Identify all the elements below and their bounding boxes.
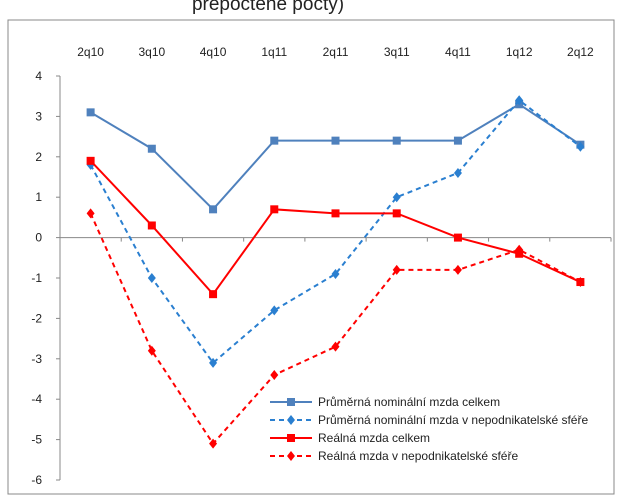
marker xyxy=(147,273,156,283)
marker xyxy=(331,136,340,145)
marker xyxy=(270,369,279,380)
x-tick-label: 2q10 xyxy=(77,45,104,59)
marker xyxy=(392,192,401,203)
marker xyxy=(209,205,218,214)
marker xyxy=(515,244,524,255)
marker xyxy=(209,290,218,299)
marker xyxy=(392,264,401,275)
marker xyxy=(209,357,218,368)
marker xyxy=(270,205,279,214)
legend-marker xyxy=(287,398,295,406)
y-tick-label: 2 xyxy=(35,150,42,164)
marker xyxy=(147,221,156,230)
y-tick-label: -2 xyxy=(31,311,42,325)
marker xyxy=(576,141,585,152)
chart-frame xyxy=(7,19,615,495)
chart-title: přepočtené počty) xyxy=(192,0,344,15)
series-line xyxy=(90,103,581,211)
y-tick-label: 3 xyxy=(35,109,42,123)
marker xyxy=(453,264,462,275)
legend-marker xyxy=(287,434,295,442)
x-tick-label: 2q12 xyxy=(567,45,594,59)
series-line xyxy=(89,98,581,365)
legend-label: Průměrná nominální mzda v nepodnikatelsk… xyxy=(318,413,588,427)
y-tick-label: 0 xyxy=(35,231,42,245)
marker xyxy=(331,268,340,279)
marker xyxy=(86,208,95,219)
marker xyxy=(270,136,279,145)
marker xyxy=(331,209,340,218)
marker xyxy=(270,305,279,316)
marker xyxy=(392,209,401,218)
y-tick-label: -5 xyxy=(31,433,42,447)
y-tick-label: 4 xyxy=(35,69,42,83)
marker xyxy=(576,277,585,288)
legend-label: Reálná mzda celkem xyxy=(318,431,430,445)
y-tick-label: -6 xyxy=(31,473,42,487)
x-tick-label: 1q12 xyxy=(506,45,533,59)
legend-marker xyxy=(287,451,295,461)
marker xyxy=(453,136,462,145)
x-tick-label: 1q11 xyxy=(261,45,287,59)
marker xyxy=(147,144,156,153)
marker xyxy=(209,438,218,449)
y-tick-label: -4 xyxy=(31,392,42,406)
x-tick-label: 3q11 xyxy=(384,45,410,59)
marker xyxy=(453,167,462,178)
marker xyxy=(147,345,156,356)
marker xyxy=(86,156,95,165)
x-tick-label: 3q10 xyxy=(138,45,165,59)
legend-label: Průměrná nominální mzda celkem xyxy=(318,395,500,409)
x-tick-label: 4q11 xyxy=(445,45,471,59)
marker xyxy=(515,95,524,106)
legend-label: Reálná mzda v nepodnikatelské sféře xyxy=(318,449,518,463)
y-tick-label: 1 xyxy=(35,190,42,204)
y-tick-label: -3 xyxy=(31,352,42,366)
y-tick-label: -1 xyxy=(31,271,42,285)
marker xyxy=(392,136,401,145)
marker xyxy=(331,341,340,352)
marker xyxy=(86,108,95,117)
series-line xyxy=(89,212,581,446)
marker xyxy=(453,233,462,242)
legend-marker xyxy=(287,415,295,425)
legend: Průměrná nominální mzda celkem Průměrná n… xyxy=(270,395,588,463)
x-tick-label: 4q10 xyxy=(200,45,227,59)
x-tick-label: 2q11 xyxy=(323,45,349,59)
